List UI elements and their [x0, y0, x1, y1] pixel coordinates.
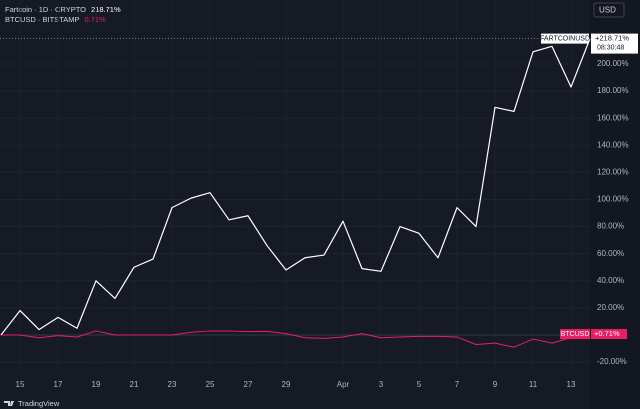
brand-name[interactable]: TradingView — [18, 399, 60, 408]
y-tick-label: 80.00% — [597, 222, 624, 231]
series-line — [1, 330, 591, 348]
x-tick-label: 5 — [417, 380, 422, 389]
series-name-box — [541, 33, 589, 44]
y-tick-label: -20.00% — [597, 357, 627, 366]
legend-value: 218.71% — [91, 5, 121, 14]
currency[interactable]: USD — [599, 6, 616, 15]
series-line — [0, 38, 591, 336]
y-tick-label: 40.00% — [597, 276, 624, 285]
x-tick-label: 7 — [455, 380, 460, 389]
x-tick-label: 13 — [567, 380, 576, 389]
x-tick-label: 25 — [206, 380, 215, 389]
legend-value: 0.71% — [84, 15, 106, 24]
y-tick-label: 60.00% — [597, 249, 624, 258]
currency-box[interactable] — [593, 2, 625, 18]
legend-title: Fartcoin · 1D · CRYPTO — [5, 5, 86, 14]
last-value-box — [591, 33, 638, 54]
brand[interactable]: TradingView — [4, 399, 60, 408]
y-tick-label: 180.00% — [597, 86, 629, 95]
series-name: FARTCOINUSD — [540, 35, 590, 42]
y-tick-label: 160.00% — [597, 113, 629, 122]
x-tick-label: 11 — [529, 380, 538, 389]
x-tick-label: 19 — [92, 380, 101, 389]
series-name-box — [560, 329, 590, 340]
y-tick-label: 20.00% — [597, 303, 624, 312]
last-value-box — [591, 329, 627, 340]
series-name: BTCUSD — [561, 331, 590, 338]
x-tick-label: 3 — [379, 380, 384, 389]
x-tick-label: 15 — [16, 380, 25, 389]
last-value-label: +218.71% — [595, 34, 629, 43]
legend-title: BTCUSD · BITSTAMP — [5, 15, 79, 24]
x-tick-label: Apr — [337, 380, 350, 389]
y-tick-label: 140.00% — [597, 140, 629, 149]
last-value-label: +0.71% — [594, 329, 620, 338]
y-tick-label: 200.00% — [597, 59, 629, 68]
countdown: 08:30:48 — [597, 44, 624, 51]
x-tick-label: 17 — [54, 380, 63, 389]
x-tick-label: 29 — [282, 380, 291, 389]
x-tick-label: 9 — [493, 380, 498, 389]
legend: Fartcoin · 1D · CRYPTO 218.71% BTCUSD · BI… — [5, 5, 121, 24]
x-tick-label: 27 — [244, 380, 253, 389]
x-tick-label: 21 — [130, 380, 139, 389]
y-tick-label: 120.00% — [597, 167, 629, 176]
y-tick-label: 100.00% — [597, 195, 629, 204]
price-axis — [590, 0, 640, 409]
brand-logo[interactable] — [4, 401, 14, 406]
x-tick-label: 23 — [168, 380, 177, 389]
